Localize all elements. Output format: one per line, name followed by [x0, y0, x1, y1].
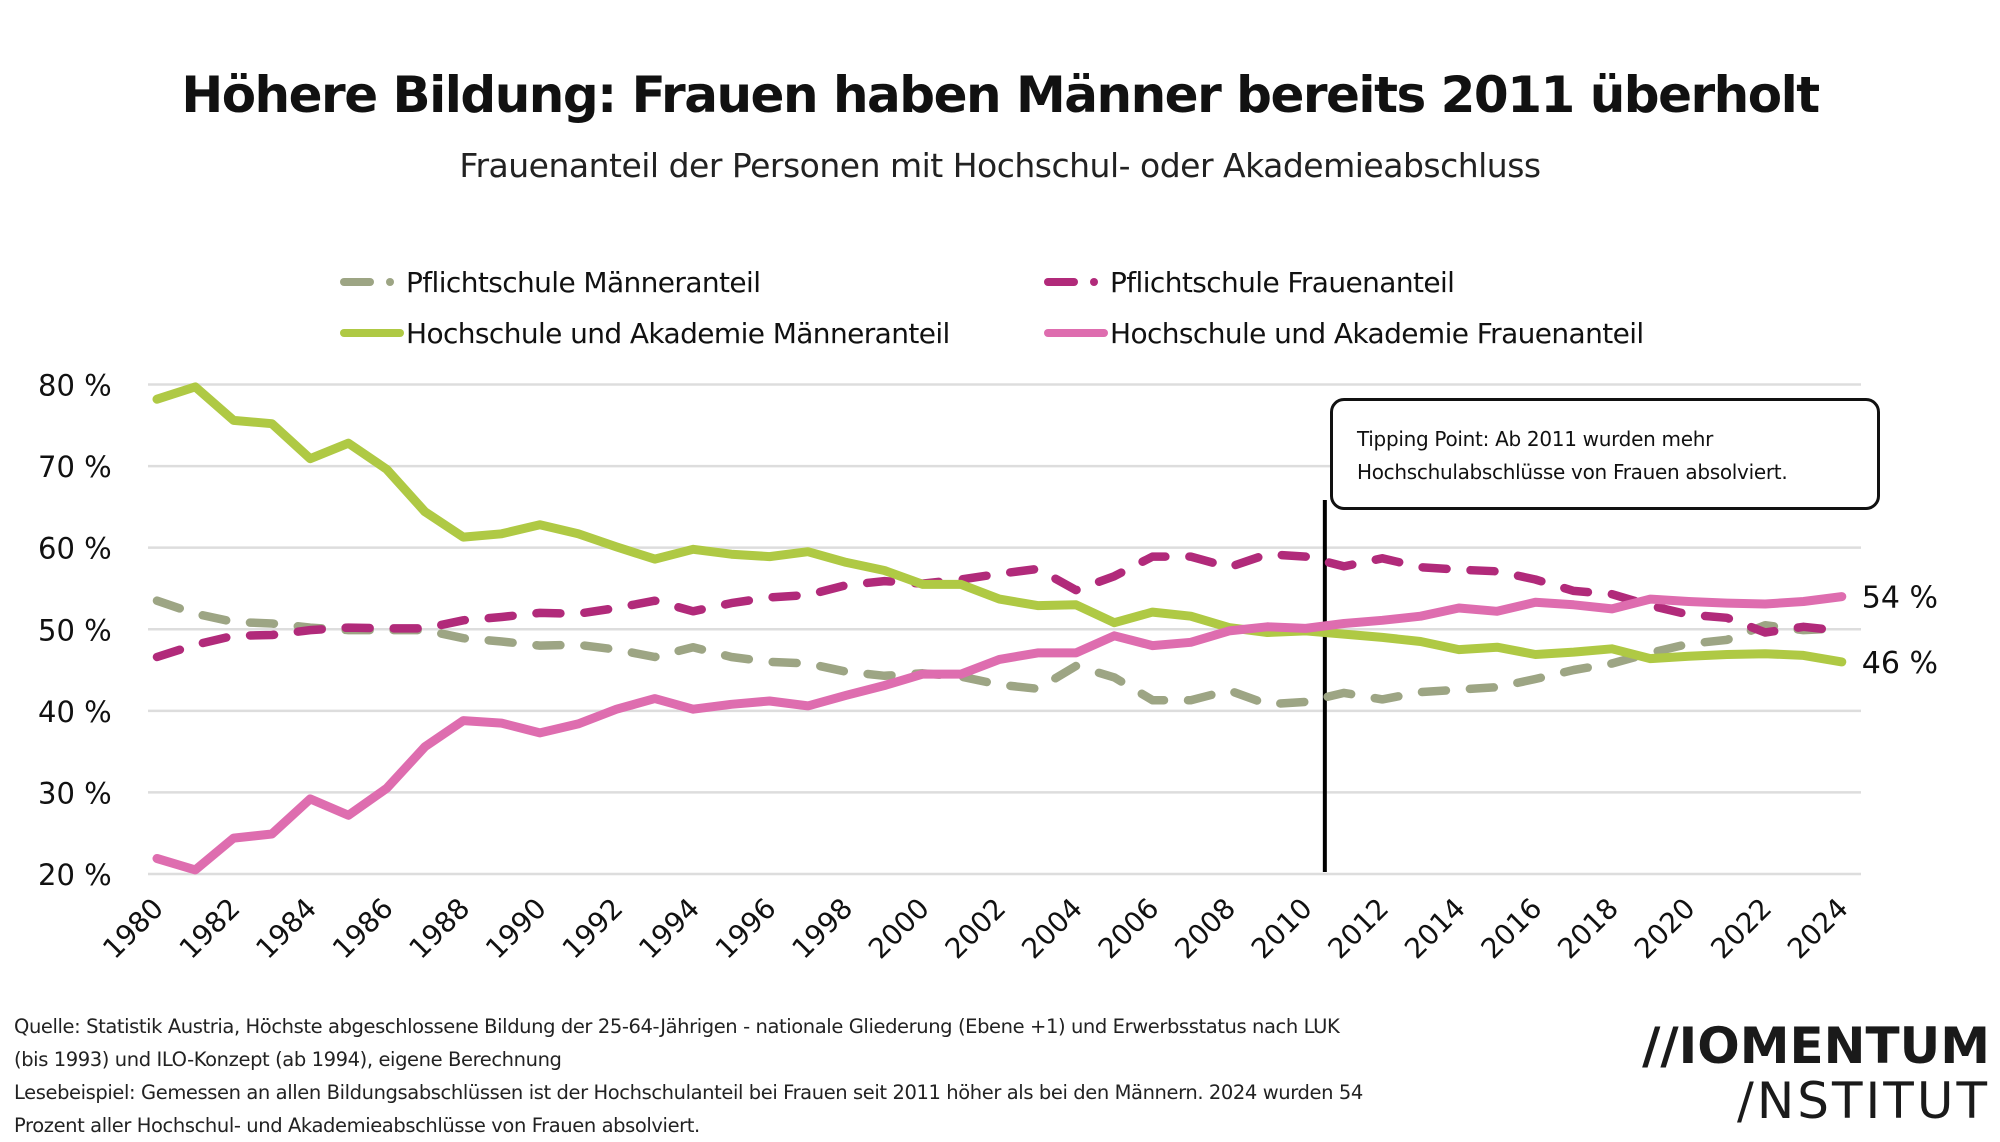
legend-item-hochschule-frauen: Hochschule und Akademie Frauenanteil: [1044, 313, 1644, 353]
legend-item-pflicht-frauen: Pflichtschule Frauenanteil: [1044, 262, 1455, 302]
x-tick-label: 2000: [862, 892, 936, 966]
x-tick-label: 1982: [173, 892, 247, 966]
x-tick-label: 2010: [1245, 892, 1319, 966]
x-axis-ticks: 1980 1982 1984 1986 1988 1990 1992 1994 1996 1998…: [96, 892, 1854, 966]
logo-top-text: //IOMENTUM: [1642, 1017, 1990, 1075]
x-tick-label: 2014: [1398, 892, 1472, 966]
y-tick-label: 60 %: [38, 532, 112, 566]
y-tick-label: 50 %: [38, 613, 112, 647]
x-tick-label: 1992: [556, 892, 630, 966]
x-tick-label: 2018: [1551, 892, 1625, 966]
end-labels: 54 % 46 %: [1862, 581, 1938, 681]
y-axis-ticks: 20 % 30 % 40 % 50 % 60 % 70 % 80 %: [38, 369, 112, 893]
legend-swatch-solid-pink: [1044, 329, 1108, 337]
y-tick-label: 30 %: [38, 776, 112, 810]
x-tick-label: 2020: [1628, 892, 1702, 966]
series-line-hochschule-frauen: [152, 592, 1847, 875]
x-tick-label: 2008: [1168, 892, 1242, 966]
y-tick-label: 20 %: [38, 858, 112, 892]
legend-swatch-dashed-magenta: [1044, 278, 1098, 286]
x-tick-label: 2012: [1322, 892, 1396, 966]
chart-title: Höhere Bildung: Frauen haben Männer bere…: [181, 66, 1820, 124]
footer-notes: Quelle: Statistik Austria, Höchste abges…: [14, 1010, 1494, 1142]
x-tick-label: 2002: [939, 892, 1013, 966]
legend-label: Pflichtschule Frauenanteil: [1110, 265, 1455, 299]
chart-subtitle: Frauenanteil der Personen mit Hochschul-…: [459, 146, 1541, 185]
reading-example-line: Lesebeispiel: Gemessen an allen Bildungs…: [14, 1081, 1363, 1104]
legend-swatch-dashed-grey: [340, 278, 394, 286]
reading-example-line: Prozent aller Hochschul- und Akademieabs…: [14, 1114, 700, 1137]
momentum-institut-logo: //IOMENTUM /NSTITUT: [1590, 1020, 1990, 1130]
gridlines: [148, 383, 1861, 876]
series-line-hochschule-maenner: [152, 382, 1847, 667]
end-label-hochschule-maenner: 46 %: [1862, 646, 1938, 681]
x-tick-label: 1988: [403, 892, 477, 966]
x-tick-label: 2024: [1781, 892, 1855, 966]
x-tick-label: 1994: [632, 892, 706, 966]
x-tick-label: 1980: [96, 892, 170, 966]
x-tick-label: 2022: [1704, 892, 1778, 966]
x-tick-label: 2006: [1092, 892, 1166, 966]
series-line-pflicht-maenner: [152, 596, 1847, 709]
source-line: Quelle: Statistik Austria, Höchste abges…: [14, 1015, 1340, 1038]
x-tick-label: 1998: [785, 892, 859, 966]
x-tick-label: 2004: [1015, 892, 1089, 966]
x-tick-label: 1996: [709, 892, 783, 966]
callout-text-line: Hochschulabschlüsse von Frauen absolvier…: [1357, 460, 1788, 484]
legend-swatch-solid-green: [340, 329, 404, 337]
callout-text-line: Tipping Point: Ab 2011 wurden mehr: [1357, 427, 1714, 451]
legend-label: Pflichtschule Männeranteil: [406, 265, 761, 299]
x-tick-label: 2016: [1475, 892, 1549, 966]
end-label-hochschule-frauen: 54 %: [1862, 581, 1938, 616]
y-tick-label: 70 %: [38, 450, 112, 484]
y-tick-label: 40 %: [38, 695, 112, 729]
x-tick-label: 1990: [479, 892, 553, 966]
legend-label: Hochschule und Akademie Frauenanteil: [1110, 316, 1644, 350]
logo-bottom-text: /NSTITUT: [1737, 1072, 1990, 1130]
legend-item-pflicht-maenner: Pflichtschule Männeranteil: [340, 262, 761, 302]
source-line: (bis 1993) und ILO-Konzept (ab 1994), ei…: [14, 1048, 562, 1071]
x-tick-label: 1986: [326, 892, 400, 966]
series-lines: [152, 382, 1847, 875]
series-line-pflicht-frauen: [152, 549, 1847, 662]
legend-label: Hochschule und Akademie Männeranteil: [406, 316, 950, 350]
x-tick-label: 1984: [249, 892, 323, 966]
legend-item-hochschule-maenner: Hochschule und Akademie Männeranteil: [340, 313, 950, 353]
tipping-point-callout: Tipping Point: Ab 2011 wurden mehr Hochs…: [1330, 398, 1880, 510]
y-tick-label: 80 %: [38, 369, 112, 403]
line-chart: 20 %30 %40 %50 %60 %70 %80 % 1980 1982 198…: [38, 369, 1938, 966]
